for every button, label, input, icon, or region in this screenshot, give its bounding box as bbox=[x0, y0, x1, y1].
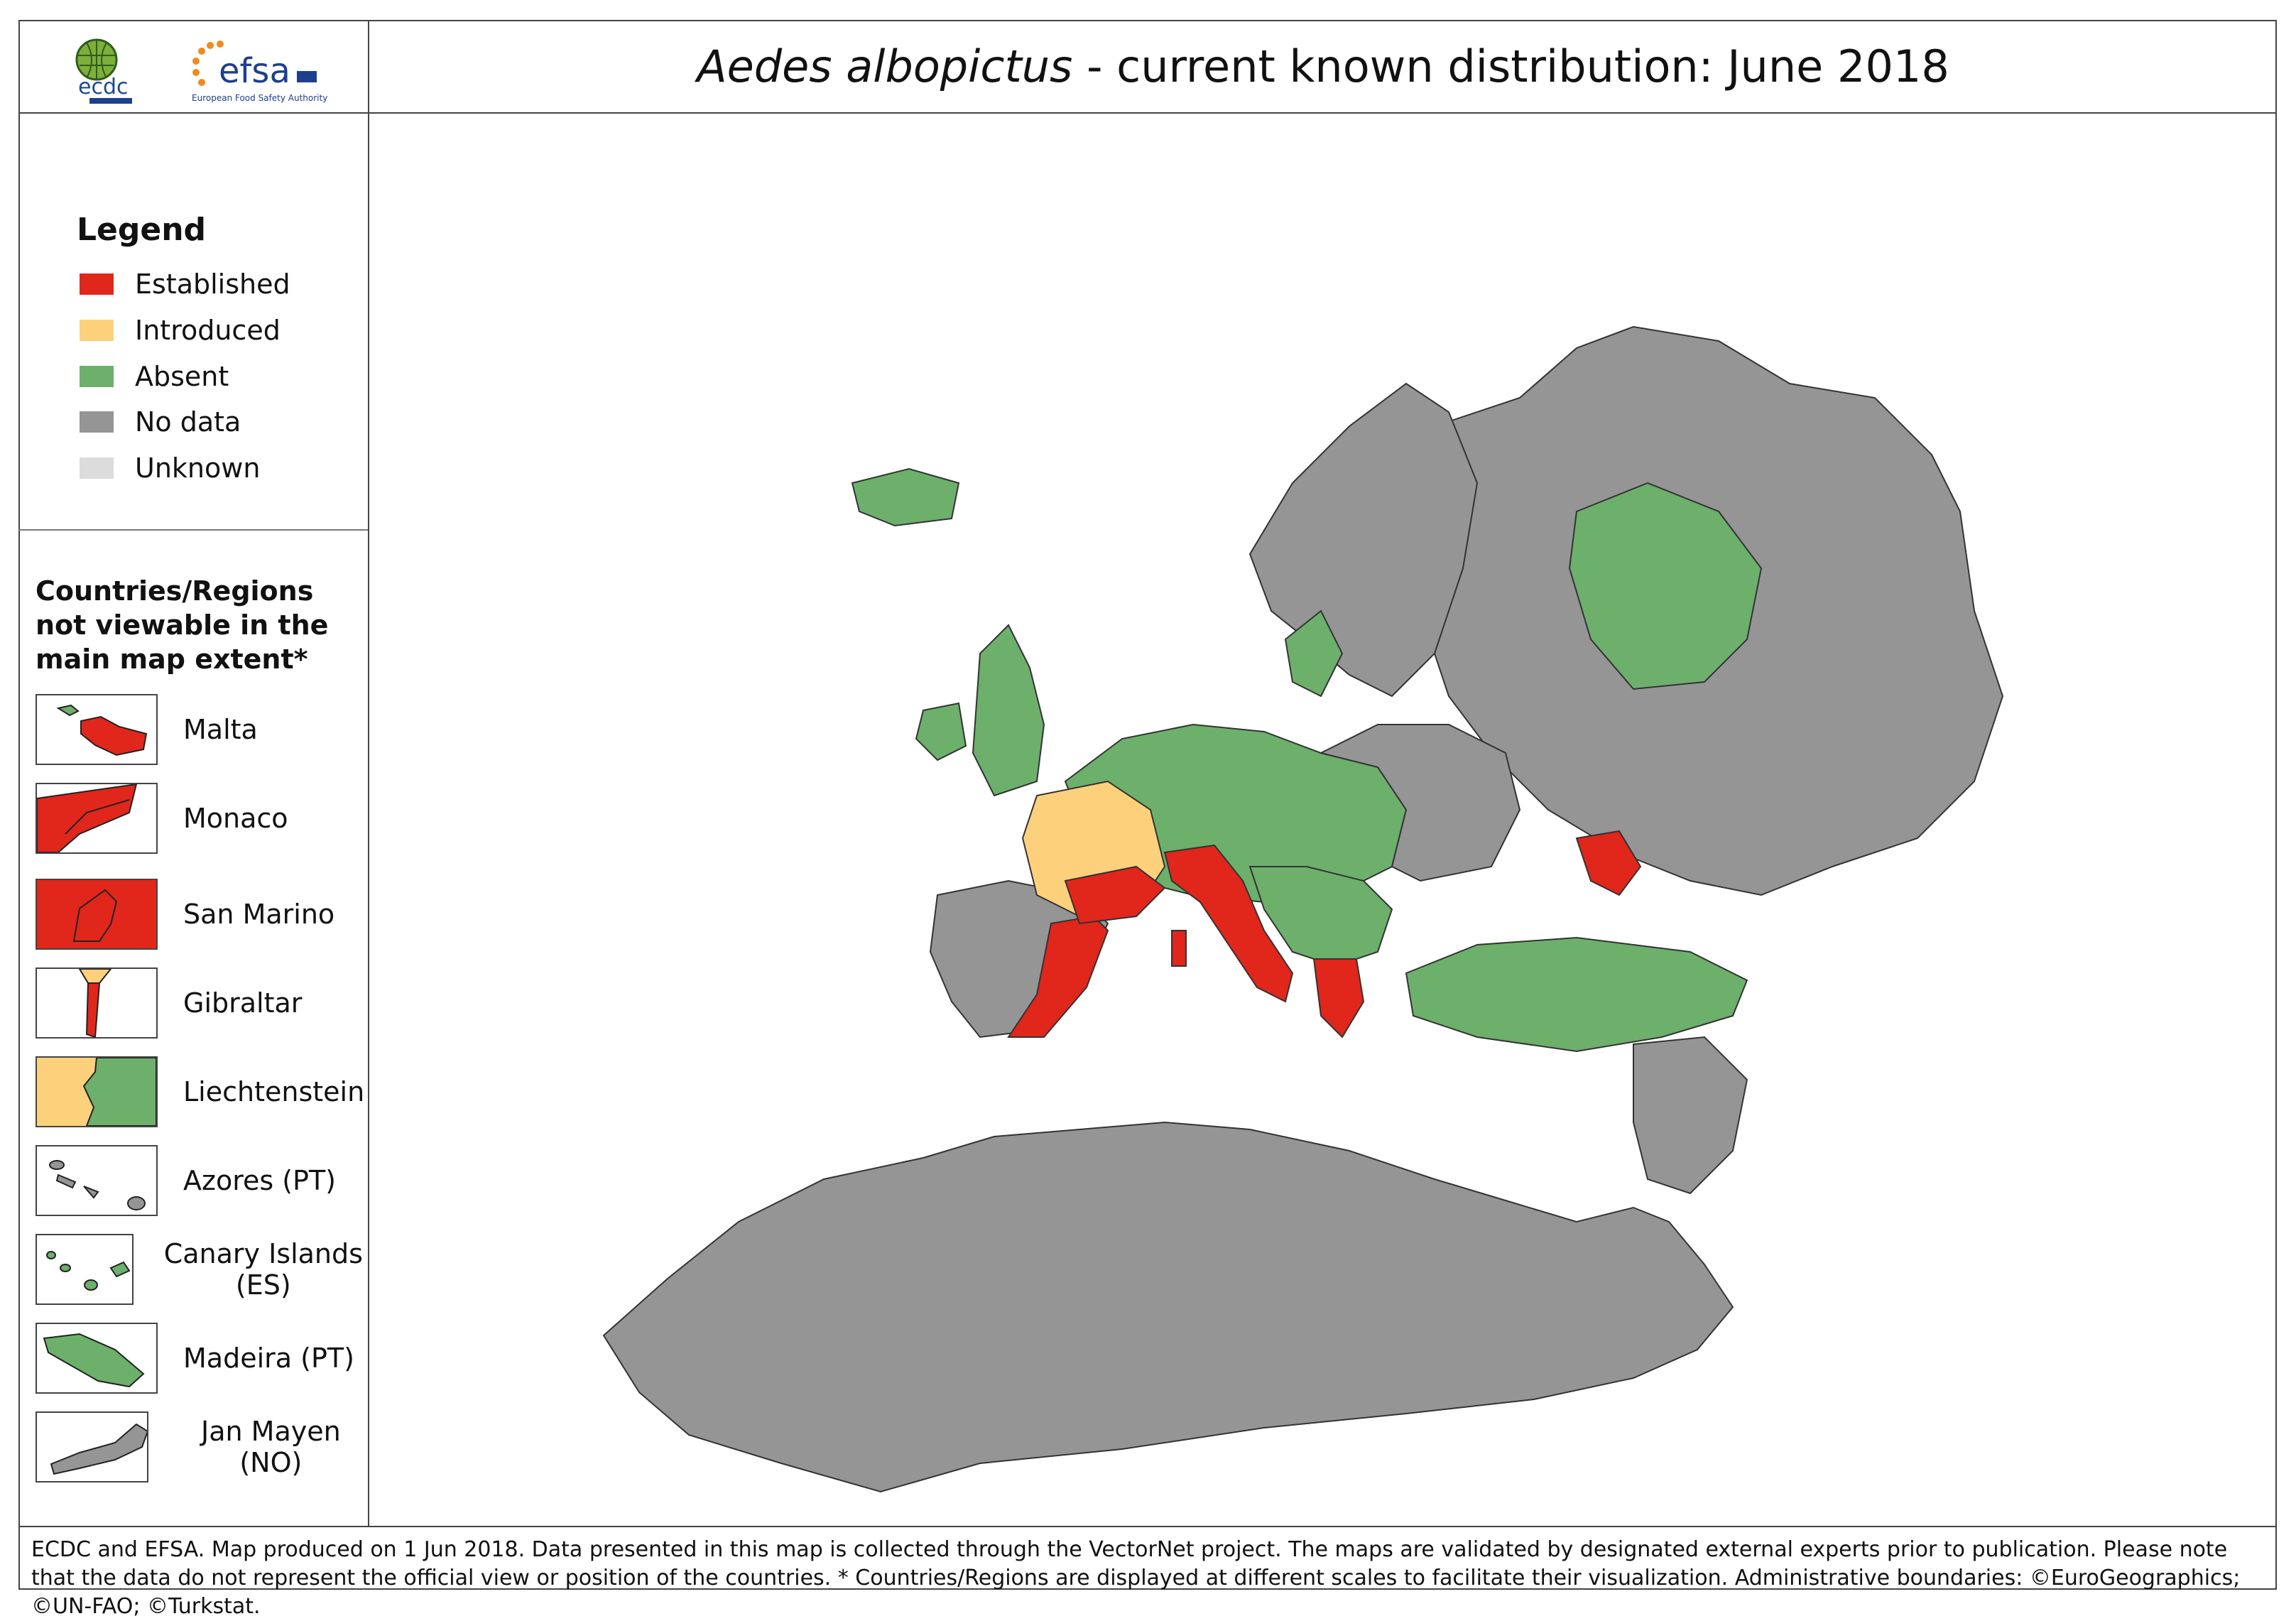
legend-label: Established bbox=[135, 269, 290, 300]
legend-title: Legend bbox=[77, 212, 207, 248]
legend-item-established: Established bbox=[80, 269, 290, 300]
inset-san-marino: San Marino bbox=[36, 877, 334, 951]
inset-label: Azores (PT) bbox=[183, 1165, 337, 1196]
unknown-swatch bbox=[80, 457, 114, 479]
footer-credits: ECDC and EFSA. Map produced on 1 Jun 201… bbox=[18, 1526, 2277, 1619]
inset-map bbox=[36, 1056, 158, 1127]
inset-map bbox=[36, 1323, 158, 1394]
caucasus-established bbox=[1575, 830, 1642, 896]
legend-item-unknown: Unknown bbox=[80, 452, 261, 484]
title-bar: Aedes albopictus - current known distrib… bbox=[369, 20, 2277, 114]
russia-absent-zone bbox=[1568, 482, 1763, 690]
inset-label: San Marino bbox=[183, 899, 335, 930]
inset-map bbox=[36, 967, 158, 1039]
inset-label: Madeira (PT) bbox=[183, 1343, 354, 1374]
map-title: Aedes albopictus - current known distrib… bbox=[697, 40, 1949, 92]
inset-map bbox=[36, 694, 158, 765]
inset-map bbox=[36, 879, 158, 950]
svg-text:ecdc: ecdc bbox=[78, 75, 129, 99]
legend-item-no-data: No data bbox=[80, 406, 241, 438]
absent-swatch bbox=[80, 366, 114, 387]
svg-text:efsa: efsa bbox=[219, 51, 290, 91]
legend-item-absent: Absent bbox=[80, 361, 229, 392]
scandinavia-absent-zone bbox=[1284, 609, 1344, 698]
inset-azores: Azores (PT) bbox=[36, 1144, 336, 1218]
inset-madeira: Madeira (PT) bbox=[36, 1321, 354, 1395]
europe-map-svg bbox=[602, 325, 2004, 1493]
side-panel: Legend Established Introduced Absent No … bbox=[18, 114, 369, 1526]
established-swatch bbox=[80, 273, 114, 295]
map-title-rest: - current known distribution: June 2018 bbox=[1072, 40, 1949, 92]
map-frame bbox=[18, 20, 2277, 1590]
map-title-species: Aedes albopictus bbox=[697, 40, 1073, 92]
inset-label: Gibraltar bbox=[183, 987, 303, 1019]
legend-item-introduced: Introduced bbox=[80, 315, 281, 346]
legend-label: No data bbox=[135, 406, 241, 438]
svg-text:European Food Safety Authority: European Food Safety Authority bbox=[192, 93, 327, 103]
legend-label: Absent bbox=[135, 361, 229, 392]
ireland-region bbox=[915, 702, 967, 761]
inset-gibraltar: Gibraltar bbox=[36, 966, 302, 1040]
inset-monaco: Monaco bbox=[36, 781, 288, 855]
no-data-swatch bbox=[80, 411, 114, 433]
efsa-logo: efsa European Food Safety Authority bbox=[192, 40, 327, 103]
extent-title: Countries/Regions not viewable in the ma… bbox=[36, 575, 329, 675]
legend-divider bbox=[18, 529, 368, 531]
iceland-region bbox=[851, 467, 960, 527]
legend-label: Introduced bbox=[135, 315, 281, 346]
eastern-europe-region bbox=[1319, 724, 1521, 882]
ecdc-logo: ecdc bbox=[75, 38, 132, 104]
inset-label: Liechtenstein bbox=[183, 1076, 365, 1107]
inset-label: Jan Mayen (NO) bbox=[201, 1416, 341, 1478]
inset-canary-islands: Canary Islands (ES) bbox=[36, 1232, 368, 1306]
inset-label: Canary Islands (ES) bbox=[163, 1238, 363, 1301]
introduced-swatch bbox=[80, 320, 114, 341]
greece-established bbox=[1312, 958, 1365, 1039]
main-map[interactable] bbox=[369, 114, 2277, 1526]
inset-malta: Malta bbox=[36, 693, 258, 766]
sardinia-region bbox=[1171, 930, 1187, 967]
italy-region bbox=[1163, 844, 1294, 1003]
north-africa-region bbox=[602, 1121, 1734, 1493]
logo-area: ecdc efsa European Food Safety Authority bbox=[18, 20, 369, 114]
inset-liechtenstein: Liechtenstein bbox=[36, 1055, 364, 1129]
middle-east-region bbox=[1633, 1036, 1748, 1195]
south-france-established bbox=[1064, 865, 1166, 925]
inset-label: Monaco bbox=[183, 803, 288, 834]
inset-jan-mayen: Jan Mayen (NO) bbox=[36, 1410, 368, 1484]
inset-map bbox=[36, 1145, 158, 1216]
inset-map bbox=[36, 1234, 134, 1305]
legend-label: Unknown bbox=[135, 452, 261, 484]
logos: ecdc efsa European Food Safety Authority bbox=[75, 38, 327, 104]
inset-label: Malta bbox=[183, 714, 258, 745]
turkey-region bbox=[1405, 936, 1748, 1053]
inset-map bbox=[36, 783, 158, 854]
balkans-region bbox=[1248, 866, 1393, 967]
uk-region bbox=[972, 624, 1045, 797]
inset-map bbox=[36, 1411, 148, 1482]
